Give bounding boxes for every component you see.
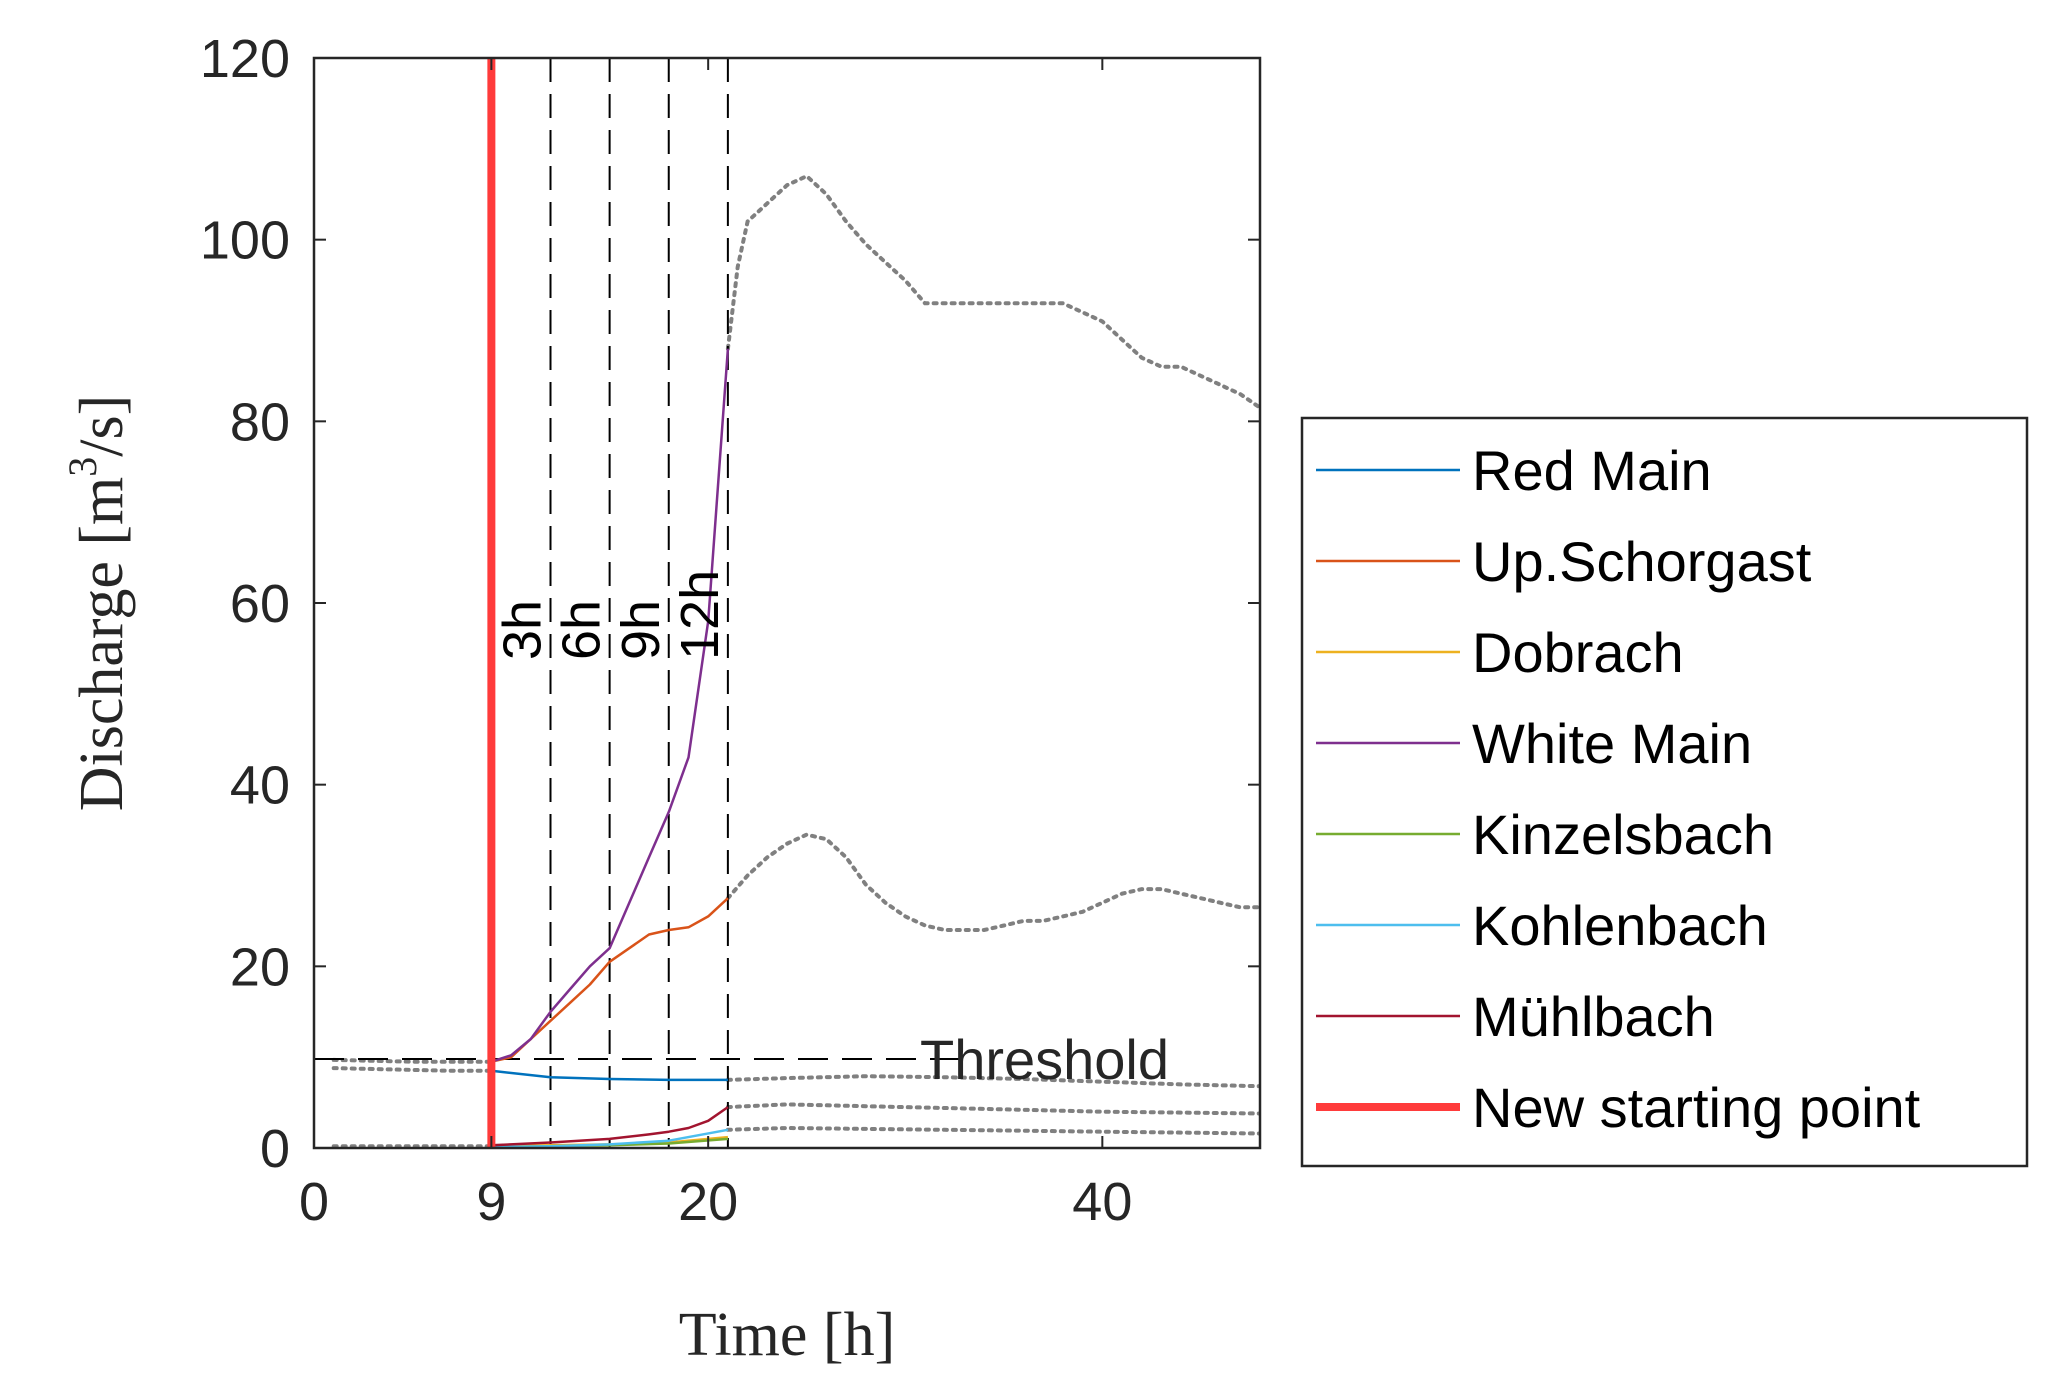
y-tick-label-120: 120 [200, 29, 290, 89]
legend-label-m-hlbach: Mühlbach [1472, 985, 1715, 1048]
dotted-series-5 [331, 1057, 494, 1064]
series-line-m-hlbach [491, 1106, 729, 1147]
legend-label-white-main: White Main [1472, 712, 1752, 775]
x-tick-label-9: 9 [476, 1172, 506, 1232]
plot-frame [312, 56, 1262, 1150]
y-tick-label-40: 40 [230, 756, 290, 816]
legend-label-red-main: Red Main [1472, 439, 1712, 502]
x-axis-title: Time [h] [679, 1301, 895, 1369]
dotted-series-6 [331, 1066, 494, 1073]
y-axis-title-main: Discharge [m [68, 477, 136, 812]
horizon-label-6h: 6h [552, 600, 612, 660]
legend-box [1300, 416, 2029, 1168]
legend-label-kohlenbach: Kohlenbach [1472, 894, 1768, 957]
legend: Red Main Up.Schorgast Dobrach White Main Kin… [1300, 416, 2029, 1168]
y-tick-label-60: 60 [230, 574, 290, 634]
horizon-label-12h: 12h [670, 570, 730, 660]
legend-label-dobrach: Dobrach [1472, 621, 1684, 684]
plot-clipped [314, 58, 1260, 1148]
y-tick-label-100: 100 [200, 211, 290, 271]
y-axis-title: Discharge [m3/s] [60, 395, 136, 812]
plot-marks: 3h 6h 9h 12h Threshold [314, 58, 1260, 1148]
series-line-red-main [491, 1069, 728, 1082]
axes: 0 9 20 40 0 20 40 60 80 100 120 Time [h] Discharge [… [60, 29, 1262, 1369]
y-tick-label-80: 80 [230, 392, 290, 452]
dotted-series-2 [725, 1074, 1260, 1089]
legend-label-up-schorgast: Up.Schorgast [1472, 530, 1812, 593]
y-axis-title-sup: 3 [60, 457, 105, 477]
y-tick-label-0: 0 [260, 1119, 290, 1179]
horizon-label-9h: 9h [611, 600, 671, 660]
x-tick-label-40: 40 [1072, 1172, 1132, 1232]
y-axis-title-tail: /s] [68, 395, 136, 457]
threshold-label: Threshold [920, 1028, 1169, 1091]
series-line-kohlenbach [491, 1128, 729, 1148]
dotted-series-0 [725, 832, 1260, 932]
horizon-label-3h: 3h [493, 600, 553, 660]
dotted-series-4 [725, 1125, 1260, 1136]
x-tick-label-20: 20 [678, 1172, 738, 1232]
legend-label-new-starting-point: New starting point [1472, 1076, 1921, 1139]
legend-label-kinzelsbach: Kinzelsbach [1472, 803, 1774, 866]
series-line-white-main [491, 348, 730, 1063]
x-tick-label-0: 0 [299, 1172, 329, 1232]
y-tick-label-20: 20 [230, 937, 290, 997]
dotted-series-3 [725, 1102, 1260, 1116]
dotted-series-1 [725, 173, 1260, 410]
